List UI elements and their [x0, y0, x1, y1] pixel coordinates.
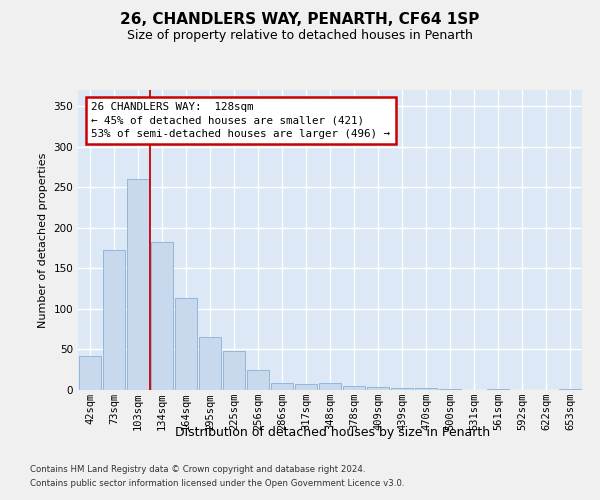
Bar	[415, 388, 437, 390]
Bar	[103, 250, 125, 390]
Bar	[271, 382, 293, 390]
Bar	[487, 389, 509, 390]
Bar	[223, 351, 245, 390]
Bar	[367, 387, 389, 390]
Bar	[175, 298, 197, 390]
Text: 26, CHANDLERS WAY, PENARTH, CF64 1SP: 26, CHANDLERS WAY, PENARTH, CF64 1SP	[121, 12, 479, 28]
Text: Contains HM Land Registry data © Crown copyright and database right 2024.: Contains HM Land Registry data © Crown c…	[30, 466, 365, 474]
Bar	[127, 179, 149, 390]
Bar	[151, 242, 173, 390]
Bar	[343, 386, 365, 390]
Text: 26 CHANDLERS WAY:  128sqm
← 45% of detached houses are smaller (421)
53% of semi: 26 CHANDLERS WAY: 128sqm ← 45% of detach…	[91, 102, 390, 139]
Y-axis label: Number of detached properties: Number of detached properties	[38, 152, 48, 328]
Bar	[295, 384, 317, 390]
Bar	[319, 382, 341, 390]
Text: Distribution of detached houses by size in Penarth: Distribution of detached houses by size …	[175, 426, 491, 439]
Bar	[391, 388, 413, 390]
Bar	[247, 370, 269, 390]
Text: Contains public sector information licensed under the Open Government Licence v3: Contains public sector information licen…	[30, 479, 404, 488]
Bar	[559, 389, 581, 390]
Bar	[79, 356, 101, 390]
Bar	[199, 338, 221, 390]
Text: Size of property relative to detached houses in Penarth: Size of property relative to detached ho…	[127, 29, 473, 42]
Bar	[439, 389, 461, 390]
